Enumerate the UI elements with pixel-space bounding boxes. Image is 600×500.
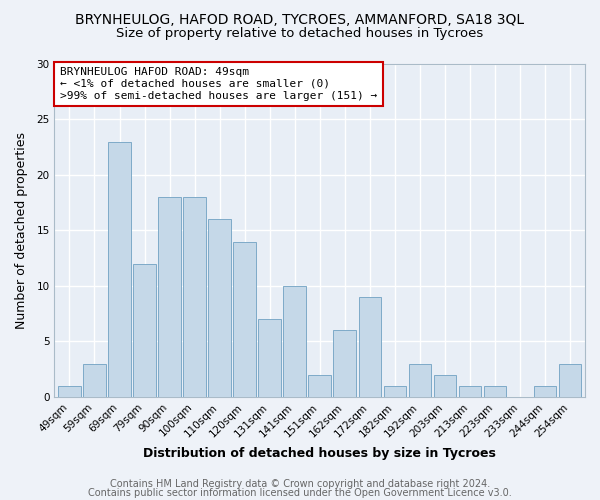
- Text: BRYNHEULOG HAFOD ROAD: 49sqm
← <1% of detached houses are smaller (0)
>99% of se: BRYNHEULOG HAFOD ROAD: 49sqm ← <1% of de…: [60, 68, 377, 100]
- Text: Size of property relative to detached houses in Tycroes: Size of property relative to detached ho…: [116, 28, 484, 40]
- Bar: [458, 386, 481, 397]
- Text: BRYNHEULOG, HAFOD ROAD, TYCROES, AMMANFORD, SA18 3QL: BRYNHEULOG, HAFOD ROAD, TYCROES, AMMANFO…: [76, 12, 524, 26]
- Bar: [133, 264, 156, 397]
- Bar: [559, 364, 581, 397]
- Bar: [108, 142, 131, 397]
- Bar: [359, 297, 381, 397]
- Bar: [334, 330, 356, 397]
- Bar: [158, 197, 181, 397]
- Bar: [533, 386, 556, 397]
- Bar: [58, 386, 81, 397]
- Bar: [283, 286, 306, 397]
- Bar: [383, 386, 406, 397]
- Text: Contains public sector information licensed under the Open Government Licence v3: Contains public sector information licen…: [88, 488, 512, 498]
- Text: Contains HM Land Registry data © Crown copyright and database right 2024.: Contains HM Land Registry data © Crown c…: [110, 479, 490, 489]
- X-axis label: Distribution of detached houses by size in Tycroes: Distribution of detached houses by size …: [143, 447, 496, 460]
- Bar: [83, 364, 106, 397]
- Bar: [233, 242, 256, 397]
- Bar: [409, 364, 431, 397]
- Bar: [259, 320, 281, 397]
- Bar: [208, 220, 231, 397]
- Bar: [184, 197, 206, 397]
- Y-axis label: Number of detached properties: Number of detached properties: [15, 132, 28, 329]
- Bar: [308, 375, 331, 397]
- Bar: [484, 386, 506, 397]
- Bar: [434, 375, 456, 397]
